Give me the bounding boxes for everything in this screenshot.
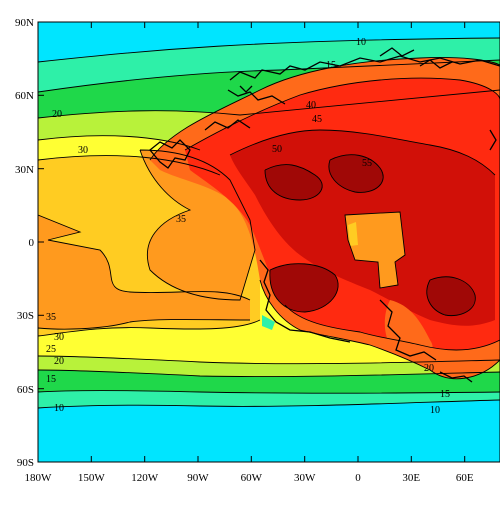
y-tick-label: 60N bbox=[15, 90, 34, 102]
inland-sea-yellow bbox=[348, 222, 358, 246]
x-tick-label: 30W bbox=[294, 472, 316, 484]
y-tick-label: 0 bbox=[29, 237, 35, 249]
x-tick-labels: 180W 150W 120W 90W 60W 30W 0 30E 60E bbox=[25, 472, 474, 484]
contour-label: 20 bbox=[54, 356, 64, 367]
contour-label: 55 bbox=[362, 158, 372, 169]
contour-label-group: 10 15 20 30 35 40 45 50 55 35 30 25 20 1… bbox=[46, 37, 450, 416]
contour-label: 15 bbox=[46, 374, 56, 385]
y-tick-marks bbox=[38, 21, 44, 463]
x-tick-label: 60W bbox=[241, 472, 263, 484]
contour-label: 10 bbox=[54, 403, 64, 414]
hot-core-4 bbox=[426, 276, 476, 316]
contour-fill bbox=[38, 22, 500, 462]
x-tick-label: 90W bbox=[187, 472, 209, 484]
hot-core-3 bbox=[269, 263, 339, 312]
y-tick-label: 90S bbox=[17, 457, 34, 469]
contour-label: 25 bbox=[46, 344, 56, 355]
tongue-orange-west bbox=[38, 215, 250, 330]
band-ocean-cold-south bbox=[38, 400, 500, 462]
contour-label: 35 bbox=[176, 214, 186, 225]
contour-lines bbox=[38, 37, 500, 409]
hot-core-1 bbox=[265, 164, 323, 200]
x-tick-label: 60E bbox=[456, 472, 474, 484]
x-tick-label: 150W bbox=[78, 472, 106, 484]
contour-label: 50 bbox=[272, 144, 282, 155]
hot-core-2 bbox=[328, 154, 384, 193]
contour-label: 45 bbox=[312, 114, 322, 125]
contour-label: 35 bbox=[46, 312, 56, 323]
contour-label: 15 bbox=[440, 389, 450, 400]
contour-label: 10 bbox=[430, 405, 440, 416]
contour-label: 15 bbox=[326, 60, 336, 71]
y-tick-labels: 90N 60N 30N 0 30S 60S 90S bbox=[15, 17, 34, 469]
band-yellowgreen-south bbox=[38, 356, 500, 377]
contour-label: 10 bbox=[356, 37, 366, 48]
coastlines bbox=[149, 47, 500, 383]
inland-sea-orange bbox=[345, 212, 405, 288]
x-tick-label: 0 bbox=[355, 472, 361, 484]
contour-label: 30 bbox=[78, 145, 88, 156]
x-tick-label: 30E bbox=[402, 472, 420, 484]
y-tick-label: 30N bbox=[15, 164, 34, 176]
small-cool-patch bbox=[262, 315, 275, 330]
landmass-south-lobe bbox=[384, 300, 433, 358]
x-tick-marks bbox=[37, 22, 466, 462]
contour-label: 30 bbox=[54, 332, 64, 343]
contour-label: 40 bbox=[306, 100, 316, 111]
y-tick-label: 90N bbox=[15, 17, 34, 29]
y-tick-label: 30S bbox=[17, 310, 34, 322]
band-green-south bbox=[38, 370, 500, 394]
x-tick-label: 180W bbox=[25, 472, 53, 484]
contour-label: 20 bbox=[52, 109, 62, 120]
contour-label: 20 bbox=[424, 363, 434, 374]
y-tick-label: 60S bbox=[17, 384, 34, 396]
x-tick-label: 120W bbox=[131, 472, 159, 484]
